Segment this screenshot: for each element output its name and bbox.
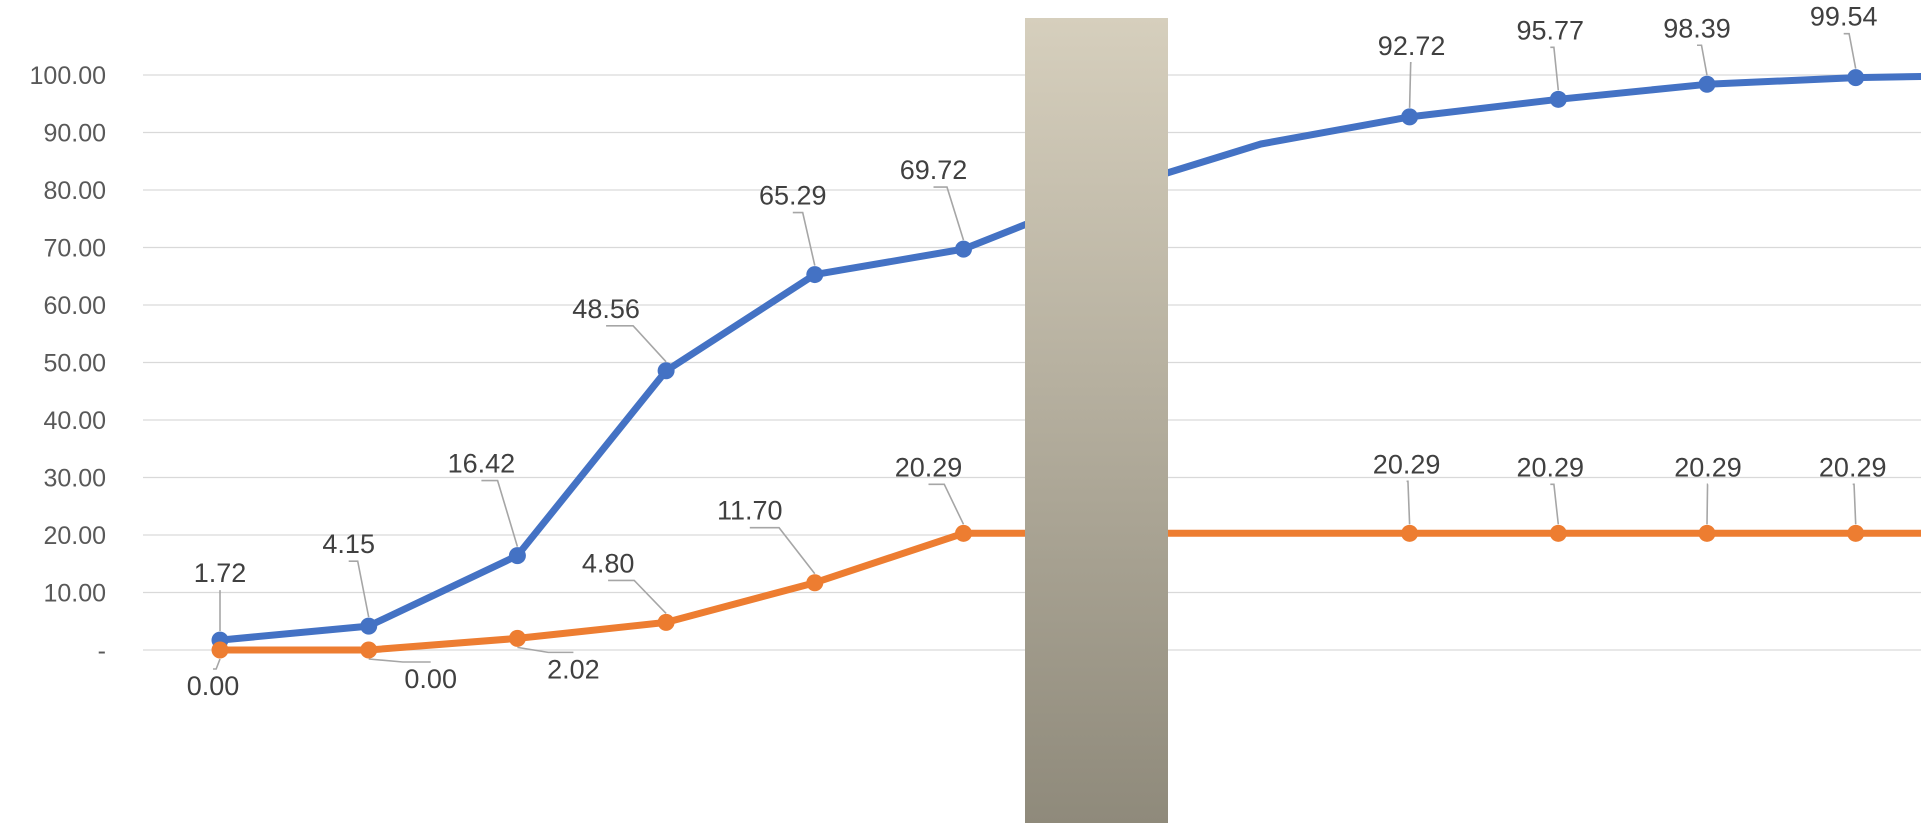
label-leader [1406, 480, 1411, 525]
label-leader [608, 579, 667, 614]
data-point [806, 574, 824, 592]
y-tick-label: 60.00 [43, 292, 106, 320]
label-leader [1550, 483, 1560, 525]
data-point [360, 641, 378, 659]
label-leader [928, 483, 965, 525]
data-point [1401, 108, 1419, 126]
data-point [1847, 69, 1865, 87]
data-point [1847, 524, 1865, 542]
y-tick-label: 70.00 [43, 235, 106, 263]
data-point [657, 362, 675, 380]
label-leader [606, 324, 667, 363]
y-tick-label: 20.00 [43, 522, 106, 550]
data-labels: 1.72 4.15 16.42 48.56 65.29 69.72 92.72 95.77 98… [187, 2, 1887, 701]
data-label: 95.77 [1517, 15, 1585, 45]
label-leader [1706, 483, 1709, 525]
data-label: 20.29 [1517, 452, 1585, 482]
series-points [211, 69, 1865, 659]
data-label: 20.29 [1819, 452, 1887, 482]
label-leader [517, 646, 574, 654]
label-leader [348, 560, 370, 618]
label-leader [213, 658, 221, 670]
data-point [955, 524, 972, 542]
data-label: 65.29 [759, 181, 827, 211]
data-label: 0.00 [404, 664, 457, 694]
y-tick-label: 80.00 [43, 177, 106, 205]
label-leader [792, 211, 816, 266]
data-point [211, 641, 229, 659]
data-point [806, 266, 824, 284]
label-leader [933, 186, 965, 241]
data-label: 16.42 [448, 449, 516, 479]
label-leader [1408, 62, 1412, 108]
data-label: 0.00 [187, 671, 240, 701]
y-tick-label: 10.00 [43, 580, 106, 608]
label-leader [1550, 46, 1560, 91]
data-point [657, 613, 675, 631]
data-label: 4.15 [322, 529, 375, 559]
y-tick-label: 100.00 [30, 62, 106, 90]
data-label: 99.54 [1810, 2, 1878, 32]
label-leader [1843, 32, 1857, 69]
y-tick-label: - [98, 637, 106, 665]
data-point [508, 547, 526, 565]
data-point [1549, 90, 1567, 108]
data-label: 4.80 [582, 548, 635, 578]
data-point [1401, 524, 1419, 542]
occluding-bar-rect [1025, 18, 1168, 823]
y-tick-label: 40.00 [43, 407, 106, 435]
label-leader [1852, 483, 1857, 525]
y-tick-label: 90.00 [43, 120, 106, 148]
y-axis: - 10.00 20.00 30.00 40.00 50.00 60.00 70.00 80.0… [30, 62, 106, 665]
y-tick-label: 50.00 [43, 350, 106, 378]
data-label-leaders [213, 32, 1857, 670]
data-label: 11.70 [717, 496, 783, 526]
data-point [508, 629, 526, 647]
label-leader [1697, 44, 1708, 76]
data-label: 20.29 [1373, 449, 1441, 479]
occluding-bar [1025, 18, 1168, 823]
data-label: 1.72 [194, 558, 247, 588]
data-point [1549, 524, 1567, 542]
data-label: 20.29 [1674, 452, 1742, 482]
data-point [955, 240, 972, 258]
data-label: 48.56 [572, 294, 640, 324]
data-label: 69.72 [900, 155, 968, 185]
data-point [1698, 75, 1716, 93]
data-label: 98.39 [1663, 13, 1731, 43]
data-point [1698, 524, 1716, 542]
y-tick-label: 30.00 [43, 465, 106, 493]
label-leader [749, 526, 816, 575]
data-label: 2.02 [547, 654, 600, 684]
data-point [360, 617, 378, 635]
data-label: 20.29 [895, 452, 963, 482]
label-leader [481, 479, 519, 547]
data-label: 92.72 [1378, 31, 1446, 61]
label-leader [368, 658, 431, 663]
